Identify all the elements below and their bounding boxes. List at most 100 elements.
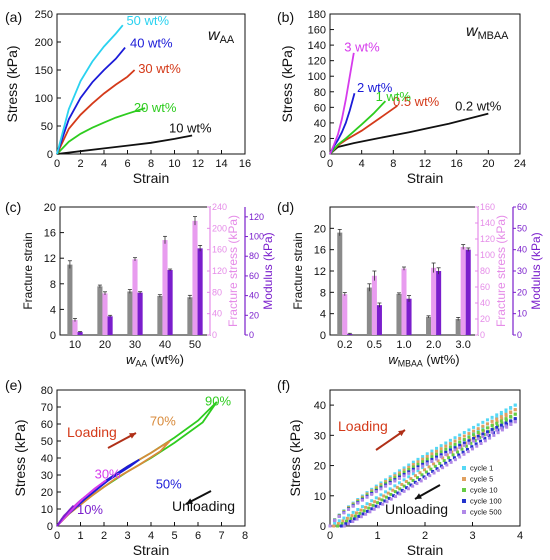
x-tick-label: 8: [148, 158, 154, 170]
data-point: [448, 448, 452, 452]
x-tick-label: 0: [54, 530, 60, 542]
data-point: [476, 427, 480, 431]
data-point: [448, 445, 452, 449]
data-point: [444, 461, 448, 465]
data-point: [495, 428, 499, 432]
data-point: [421, 462, 425, 466]
legend-label: cycle 10: [470, 486, 498, 495]
series-label: 30 wt%: [138, 61, 181, 76]
data-point: [453, 444, 457, 448]
bar: [167, 270, 173, 335]
series-label: 0.2 wt%: [455, 99, 502, 114]
bar: [132, 259, 138, 335]
bar: [157, 295, 163, 335]
data-point: [386, 491, 390, 495]
x-tick-label: 0: [327, 158, 333, 170]
data-point: [382, 494, 386, 498]
data-point: [428, 474, 432, 478]
panel-label: (f): [277, 377, 290, 393]
data-point: [336, 524, 340, 528]
data-point: [407, 463, 411, 467]
data-point: [347, 513, 351, 517]
data-point: [411, 469, 415, 473]
data-point: [435, 467, 439, 471]
data-point: [396, 491, 400, 495]
unloading-label: Unloading: [172, 498, 235, 514]
data-point: [499, 426, 503, 430]
data-point: [485, 426, 489, 430]
data-point: [462, 438, 466, 442]
data-point: [495, 425, 499, 429]
data-point: [476, 428, 480, 432]
panel-c: 10 20 30 40 50 0 4 8 12 16 20 Fracture strain 0 40 80 1…: [21, 202, 275, 369]
data-point: [368, 510, 372, 514]
data-point: [435, 446, 439, 450]
y-tick-label: 160: [308, 25, 326, 37]
data-point: [432, 462, 436, 466]
series-line: [329, 112, 489, 155]
x-tick-label: 40: [159, 339, 171, 351]
x-tick-label: 20: [482, 158, 494, 170]
data-point: [500, 417, 504, 421]
data-point: [393, 472, 397, 476]
bar: [465, 249, 471, 335]
data-point: [430, 459, 434, 463]
data-point: [485, 432, 489, 436]
legend-marker: [462, 499, 466, 503]
data-point: [368, 503, 372, 507]
data-point: [402, 484, 406, 488]
y3-tick-label: 60: [249, 271, 259, 281]
y3-tick-label: 40: [249, 291, 259, 301]
data-point: [393, 474, 397, 478]
bar: [127, 291, 133, 335]
data-point: [505, 422, 509, 426]
data-point: [445, 463, 449, 467]
series-line: [56, 504, 75, 527]
data-point: [356, 501, 360, 505]
data-point: [467, 439, 471, 443]
x-tick-label: 6: [195, 530, 201, 542]
series-label: 40 wt%: [130, 36, 173, 51]
x-axis-label: Strain: [133, 170, 170, 186]
data-point: [425, 457, 429, 461]
bar: [401, 268, 407, 335]
data-point: [475, 444, 479, 448]
data-point: [351, 504, 355, 508]
x-axis-label: Strain: [133, 542, 170, 558]
data-point: [467, 428, 471, 432]
y-tick-label: 50: [41, 436, 53, 448]
legend-marker: [462, 466, 466, 470]
bar: [426, 316, 432, 335]
data-point: [418, 471, 422, 475]
x-axis-label: wAA (wt%): [126, 352, 184, 369]
data-point: [402, 466, 406, 470]
data-point: [365, 509, 369, 513]
data-point: [425, 452, 429, 456]
series-line: [56, 69, 136, 155]
x-tick-label: 24: [514, 158, 526, 170]
data-point: [340, 522, 344, 526]
data-point: [397, 476, 401, 480]
series-label: 1 wt%: [376, 89, 412, 104]
data-point: [373, 500, 377, 504]
series-line: [56, 107, 146, 155]
x-tick-label: 4: [148, 530, 154, 542]
data-point: [481, 428, 485, 432]
data-point: [499, 423, 503, 427]
data-point: [370, 492, 374, 496]
x-tick-label: 1: [77, 530, 83, 542]
data-point: [376, 501, 380, 505]
panel-d: 0.2 0.5 1.0 2.0 3.0 0 4 8 12 16 20 Fracture strain 0…: [291, 202, 543, 369]
y-axis-label: Stress (kPa): [4, 45, 20, 122]
data-point: [393, 476, 397, 480]
legend-label: cycle 1: [470, 464, 493, 473]
bar: [376, 305, 382, 335]
data-point: [509, 420, 513, 424]
data-point: [411, 478, 415, 482]
data-point: [388, 477, 392, 481]
data-point: [462, 431, 466, 435]
data-point: [416, 465, 420, 469]
data-point: [362, 509, 366, 513]
y2-tick-label: 20: [480, 314, 490, 324]
